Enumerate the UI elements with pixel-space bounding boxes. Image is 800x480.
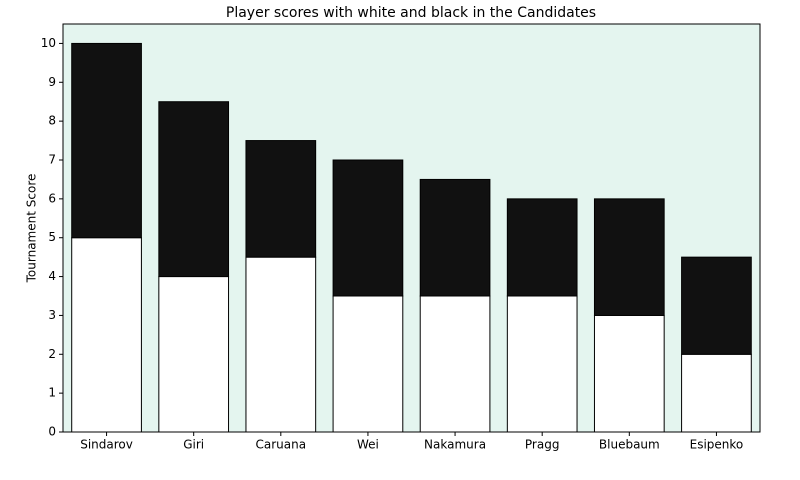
bar-segment: [71, 42, 142, 239]
y-tick-label: 3: [48, 308, 56, 322]
y-tick-label: 9: [48, 75, 56, 89]
y-tick-label: 4: [48, 269, 56, 283]
bar-segment: [71, 237, 142, 433]
bar-segment: [158, 101, 230, 278]
y-tick-label: 2: [48, 347, 56, 361]
x-tick-label: Esipenko: [690, 438, 744, 452]
y-tick-label: 10: [41, 36, 56, 50]
bar-segment: [681, 353, 752, 433]
plot-frame: [62, 23, 761, 433]
bar-segment: [419, 178, 491, 297]
bar-segment: [419, 295, 491, 433]
bar-segment: [593, 198, 665, 316]
y-tick-label: 6: [48, 191, 56, 205]
y-tick-label: 5: [48, 230, 56, 244]
bar-segment: [332, 295, 404, 433]
x-tick-label: Nakamura: [424, 438, 486, 452]
bar-segment: [332, 159, 404, 297]
bar-segment: [593, 314, 665, 433]
bar-segment: [245, 256, 317, 433]
x-tick-label: Giri: [183, 438, 204, 452]
x-tick-label: Pragg: [525, 438, 560, 452]
bar-segment: [681, 256, 752, 355]
y-tick-label: 1: [48, 386, 56, 400]
bar-segment: [506, 295, 578, 433]
bar-segment: [158, 276, 230, 433]
bar-segment: [245, 140, 317, 258]
bar-segment: [506, 198, 578, 297]
x-tick-label: Bluebaum: [599, 438, 660, 452]
y-axis-label: Tournament Score: [25, 174, 39, 284]
y-tick-label: 0: [48, 425, 56, 439]
x-tick-label: Sindarov: [80, 438, 133, 452]
x-tick-label: Wei: [357, 438, 379, 452]
y-tick-label: 8: [48, 114, 56, 128]
chart-title: Player scores with white and black in th…: [226, 5, 596, 21]
y-tick-label: 7: [48, 153, 56, 167]
x-tick-label: Caruana: [256, 438, 307, 452]
